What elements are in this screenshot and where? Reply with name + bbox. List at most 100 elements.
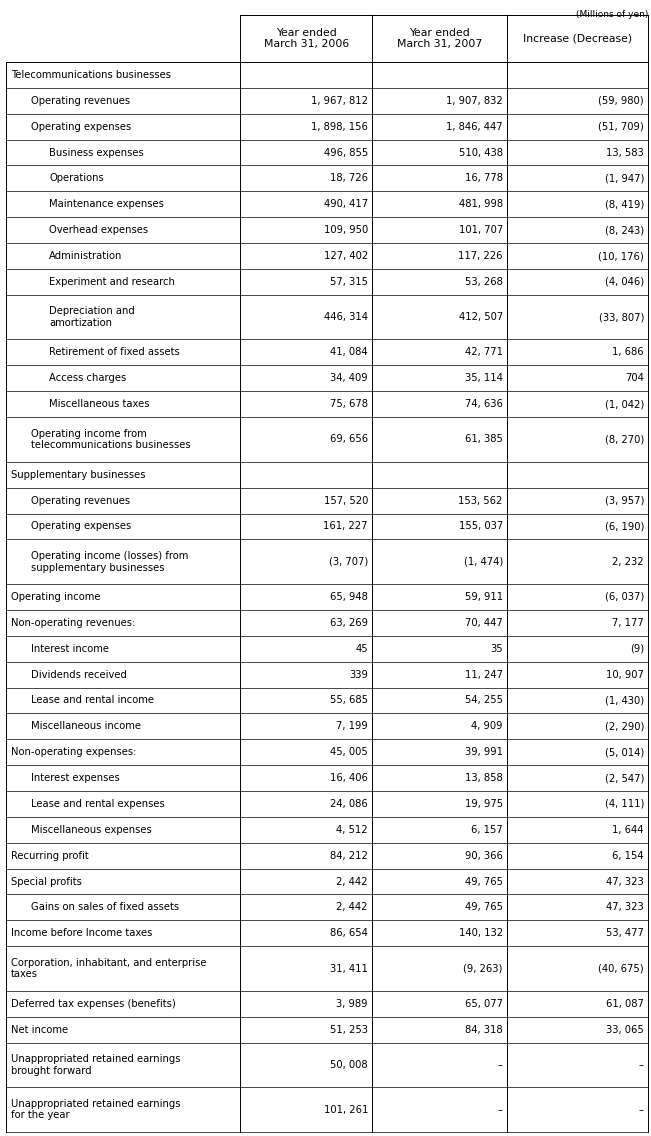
Text: Miscellaneous taxes: Miscellaneous taxes xyxy=(49,399,150,409)
Text: 90, 366: 90, 366 xyxy=(465,851,503,861)
Text: 101, 261: 101, 261 xyxy=(324,1104,368,1114)
Text: 153, 562: 153, 562 xyxy=(458,495,503,506)
Text: 3, 989: 3, 989 xyxy=(337,999,368,1009)
Text: 7, 177: 7, 177 xyxy=(612,618,644,628)
Text: 65, 077: 65, 077 xyxy=(465,999,503,1009)
Text: 155, 037: 155, 037 xyxy=(458,521,503,532)
Text: (8, 419): (8, 419) xyxy=(605,199,644,209)
Text: 1, 644: 1, 644 xyxy=(613,825,644,835)
Text: 1, 967, 812: 1, 967, 812 xyxy=(311,95,368,106)
Text: Access charges: Access charges xyxy=(49,374,126,383)
Text: Non-operating revenues:: Non-operating revenues: xyxy=(11,618,135,628)
Text: Maintenance expenses: Maintenance expenses xyxy=(49,199,164,209)
Text: (51, 709): (51, 709) xyxy=(598,122,644,132)
Text: Deferred tax expenses (benefits): Deferred tax expenses (benefits) xyxy=(11,999,176,1009)
Text: 59, 911: 59, 911 xyxy=(465,592,503,602)
Text: Operating income (losses) from
supplementary businesses: Operating income (losses) from supplemen… xyxy=(31,551,188,573)
Text: 42, 771: 42, 771 xyxy=(465,348,503,358)
Text: 109, 950: 109, 950 xyxy=(324,225,368,235)
Text: Operations: Operations xyxy=(49,174,104,183)
Text: Business expenses: Business expenses xyxy=(49,148,144,158)
Text: (1, 947): (1, 947) xyxy=(605,174,644,183)
Text: 86, 654: 86, 654 xyxy=(330,928,368,938)
Text: 50, 008: 50, 008 xyxy=(330,1060,368,1070)
Text: Lease and rental income: Lease and rental income xyxy=(31,695,154,705)
Text: 47, 323: 47, 323 xyxy=(606,902,644,912)
Text: 63, 269: 63, 269 xyxy=(330,618,368,628)
Text: (4, 046): (4, 046) xyxy=(605,277,644,287)
Text: –: – xyxy=(639,1060,644,1070)
Text: Increase (Decrease): Increase (Decrease) xyxy=(523,33,632,43)
Text: 496, 855: 496, 855 xyxy=(324,148,368,158)
Text: 69, 656: 69, 656 xyxy=(330,434,368,444)
Text: (1, 042): (1, 042) xyxy=(605,399,644,409)
Text: (8, 270): (8, 270) xyxy=(605,434,644,444)
Text: (2, 290): (2, 290) xyxy=(605,721,644,732)
Text: Interest expenses: Interest expenses xyxy=(31,774,120,783)
Text: 75, 678: 75, 678 xyxy=(330,399,368,409)
Text: (9): (9) xyxy=(630,644,644,653)
Text: (9, 263): (9, 263) xyxy=(464,963,503,974)
Text: 127, 402: 127, 402 xyxy=(324,251,368,261)
Text: 490, 417: 490, 417 xyxy=(324,199,368,209)
Text: (8, 243): (8, 243) xyxy=(605,225,644,235)
Text: Special profits: Special profits xyxy=(11,877,82,886)
Text: 339: 339 xyxy=(349,669,368,679)
Text: 704: 704 xyxy=(625,374,644,383)
Text: Income before Income taxes: Income before Income taxes xyxy=(11,928,152,938)
Text: (1, 474): (1, 474) xyxy=(464,557,503,567)
Text: Operating revenues: Operating revenues xyxy=(31,495,130,506)
Text: 16, 406: 16, 406 xyxy=(330,774,368,783)
Text: 39, 991: 39, 991 xyxy=(465,747,503,758)
Text: 57, 315: 57, 315 xyxy=(330,277,368,287)
Text: 55, 685: 55, 685 xyxy=(330,695,368,705)
Text: 47, 323: 47, 323 xyxy=(606,877,644,886)
Text: 51, 253: 51, 253 xyxy=(330,1025,368,1035)
Text: 18, 726: 18, 726 xyxy=(330,174,368,183)
Text: 45: 45 xyxy=(355,644,368,653)
Text: 6, 154: 6, 154 xyxy=(613,851,644,861)
Text: 31, 411: 31, 411 xyxy=(330,963,368,974)
Text: 1, 907, 832: 1, 907, 832 xyxy=(446,95,503,106)
Text: 13, 583: 13, 583 xyxy=(606,148,644,158)
Text: (Millions of yen): (Millions of yen) xyxy=(575,10,648,19)
Text: (5, 014): (5, 014) xyxy=(605,747,644,758)
Text: 161, 227: 161, 227 xyxy=(324,521,368,532)
Text: (6, 037): (6, 037) xyxy=(605,592,644,602)
Text: (4, 111): (4, 111) xyxy=(605,799,644,809)
Text: Miscellaneous income: Miscellaneous income xyxy=(31,721,141,732)
Text: Operating revenues: Operating revenues xyxy=(31,95,130,106)
Text: (6, 190): (6, 190) xyxy=(605,521,644,532)
Text: (10, 176): (10, 176) xyxy=(598,251,644,261)
Text: 11, 247: 11, 247 xyxy=(465,669,503,679)
Text: Supplementary businesses: Supplementary businesses xyxy=(11,469,146,479)
Text: Miscellaneous expenses: Miscellaneous expenses xyxy=(31,825,152,835)
Text: 84, 212: 84, 212 xyxy=(330,851,368,861)
Text: 33, 065: 33, 065 xyxy=(606,1025,644,1035)
Text: 34, 409: 34, 409 xyxy=(330,374,368,383)
Text: 41, 084: 41, 084 xyxy=(330,348,368,358)
Text: Non-operating expenses:: Non-operating expenses: xyxy=(11,747,136,758)
Text: 84, 318: 84, 318 xyxy=(465,1025,503,1035)
Text: 7, 199: 7, 199 xyxy=(336,721,368,732)
Text: 65, 948: 65, 948 xyxy=(330,592,368,602)
Text: 61, 087: 61, 087 xyxy=(606,999,644,1009)
Text: 481, 998: 481, 998 xyxy=(459,199,503,209)
Text: 140, 132: 140, 132 xyxy=(459,928,503,938)
Text: (2, 547): (2, 547) xyxy=(605,774,644,783)
Text: Unappropriated retained earnings
for the year: Unappropriated retained earnings for the… xyxy=(11,1099,180,1120)
Text: 10, 907: 10, 907 xyxy=(606,669,644,679)
Text: Administration: Administration xyxy=(49,251,122,261)
Text: 61, 385: 61, 385 xyxy=(465,434,503,444)
Text: 4, 512: 4, 512 xyxy=(337,825,368,835)
Text: 13, 858: 13, 858 xyxy=(465,774,503,783)
Text: Net income: Net income xyxy=(11,1025,68,1035)
Text: 70, 447: 70, 447 xyxy=(465,618,503,628)
Text: Depreciation and
amortization: Depreciation and amortization xyxy=(49,307,135,328)
Text: 35: 35 xyxy=(490,644,503,653)
Text: 157, 520: 157, 520 xyxy=(324,495,368,506)
Text: Recurring profit: Recurring profit xyxy=(11,851,89,861)
Text: 24, 086: 24, 086 xyxy=(330,799,368,809)
Text: Operating expenses: Operating expenses xyxy=(31,521,132,532)
Text: Unappropriated retained earnings
brought forward: Unappropriated retained earnings brought… xyxy=(11,1054,180,1076)
